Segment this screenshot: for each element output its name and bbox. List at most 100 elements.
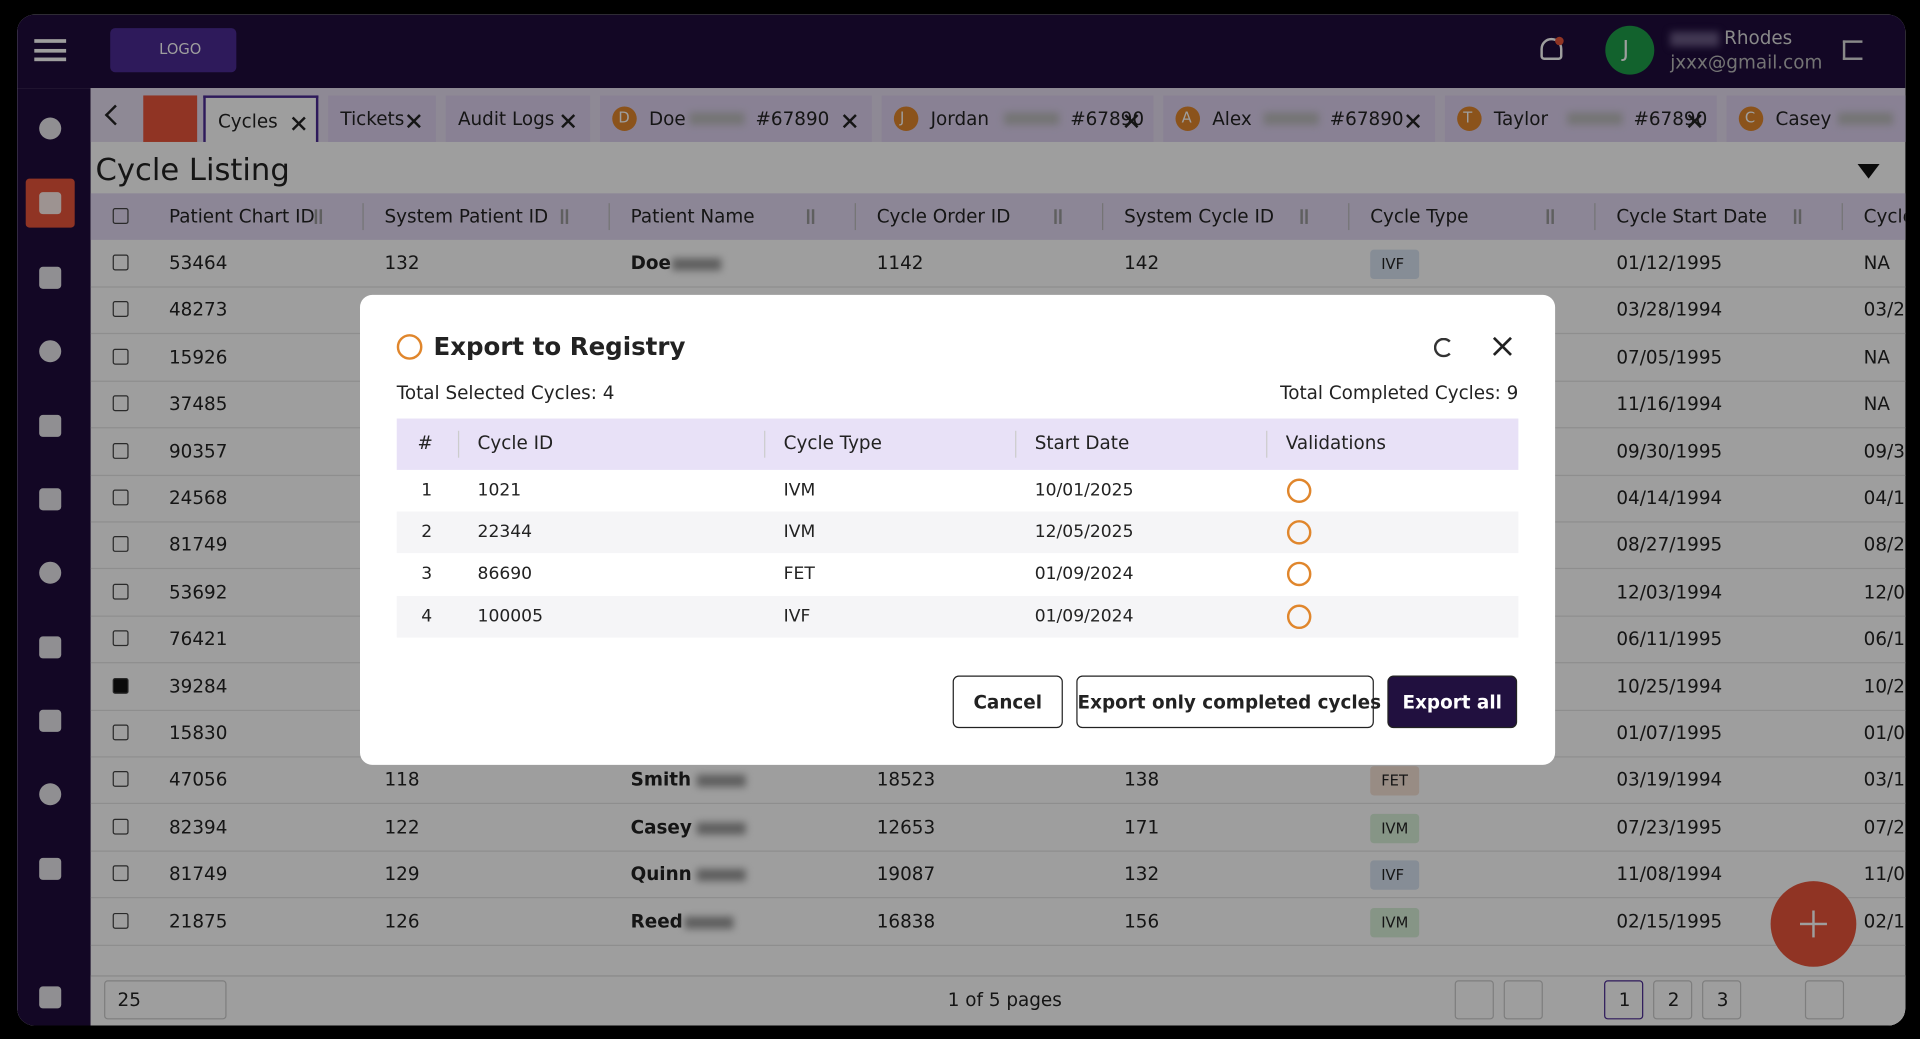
row-checkbox[interactable] — [112, 536, 129, 553]
column-header[interactable]: Cycle Start Date — [1616, 205, 1767, 228]
close-button[interactable] — [1492, 336, 1513, 357]
page-button[interactable]: 2 — [1653, 980, 1693, 1020]
tab-close-icon[interactable] — [842, 110, 857, 129]
app-frame: LOGO J Rhodes jxxx@gmail.com Cycles Tickets Au… — [17, 14, 1906, 1026]
pager-prev[interactable] — [1454, 980, 1494, 1020]
page-size-select[interactable]: 25 — [104, 980, 227, 1020]
name-blur — [696, 822, 746, 835]
sort-filter-icon[interactable] — [1546, 209, 1576, 224]
sidebar-icon[interactable] — [39, 561, 62, 584]
tab[interactable]: Cycles — [203, 95, 319, 142]
row-checkbox[interactable] — [112, 489, 129, 506]
patient-name: Casey — [630, 816, 692, 839]
page-button[interactable]: 1 — [1604, 980, 1644, 1020]
cell: 24568 — [168, 487, 228, 510]
tab-home[interactable] — [143, 95, 198, 142]
tab-close-icon[interactable] — [561, 110, 576, 129]
column-divider — [854, 203, 856, 231]
row-checkbox[interactable] — [112, 583, 129, 600]
refresh-button[interactable] — [1433, 337, 1454, 358]
row-divider — [90, 944, 1906, 946]
sort-filter-icon[interactable] — [1793, 209, 1823, 224]
sidebar-icon[interactable] — [39, 192, 62, 215]
sidebar-icon[interactable] — [39, 340, 62, 363]
modal-button[interactable]: Export only completed cycles — [1076, 675, 1381, 729]
sidebar-icon[interactable] — [39, 636, 62, 659]
cell: 06/1 — [1863, 628, 1905, 651]
validation-icon[interactable] — [1286, 520, 1312, 545]
column-divider — [608, 203, 610, 231]
pager-last[interactable] — [1804, 980, 1845, 1020]
notification-bell[interactable] — [1540, 37, 1563, 60]
menu-button[interactable] — [34, 39, 67, 62]
row-checkbox[interactable] — [112, 724, 129, 741]
logout-button[interactable] — [1842, 40, 1863, 60]
row-checkbox[interactable] — [112, 442, 129, 459]
header-checkbox[interactable] — [112, 208, 129, 224]
sort-filter-icon[interactable] — [1054, 209, 1083, 224]
tab-avatar: C — [1738, 106, 1764, 131]
sort-filter-icon[interactable] — [560, 209, 590, 224]
close-icon — [291, 116, 306, 131]
column-header[interactable]: Patient Name — [630, 205, 755, 228]
tab[interactable]: T Taylor #67890 — [1444, 95, 1717, 142]
sort-filter-icon[interactable] — [1300, 209, 1329, 224]
sidebar-icon[interactable] — [39, 709, 62, 732]
validation-icon[interactable] — [1286, 478, 1312, 503]
column-header[interactable]: Cycle Type — [1370, 205, 1469, 228]
tab-initial: D — [618, 108, 630, 127]
logo[interactable]: LOGO — [110, 28, 237, 73]
cell: 07/2 — [1863, 816, 1905, 839]
avatar[interactable]: J — [1605, 25, 1655, 75]
row-checkbox[interactable] — [112, 818, 129, 835]
column-header[interactable]: Patient Chart ID — [168, 205, 315, 228]
patient-name: Smith — [630, 769, 692, 792]
row-checkbox[interactable] — [112, 301, 129, 318]
row-checkbox[interactable] — [112, 630, 129, 647]
validation-icon[interactable] — [1286, 604, 1312, 629]
tab-blur — [1263, 112, 1319, 125]
modal-button[interactable]: Cancel — [952, 675, 1063, 729]
row-checkbox[interactable] — [112, 865, 129, 882]
tab[interactable]: D Doe #67890 — [600, 95, 872, 142]
tab[interactable]: Tickets — [328, 95, 436, 142]
modal-row — [396, 595, 1519, 638]
sidebar-icon[interactable] — [39, 986, 62, 1009]
tab-close-icon[interactable] — [1406, 110, 1421, 129]
modal-button[interactable]: Export all — [1387, 675, 1518, 729]
sidebar-icon[interactable] — [39, 266, 62, 289]
sort-filter-icon[interactable] — [806, 209, 836, 224]
column-header[interactable]: System Patient ID — [384, 205, 549, 228]
modal-cell: IVM — [783, 522, 816, 543]
column-header[interactable]: Cycle Order ID — [876, 205, 1011, 228]
row-checkbox[interactable] — [112, 348, 129, 365]
row-checkbox[interactable] — [112, 912, 129, 929]
sidebar-icon[interactable] — [39, 488, 62, 511]
tab[interactable]: C Casey — [1726, 95, 1906, 142]
row-checkbox[interactable] — [112, 677, 129, 694]
row-checkbox[interactable] — [112, 254, 129, 271]
sidebar-icon[interactable] — [39, 117, 62, 140]
tab-close-icon[interactable] — [406, 110, 422, 129]
name-blur — [684, 916, 734, 929]
tab[interactable]: Audit Logs — [445, 95, 591, 142]
page-button[interactable]: 3 — [1702, 980, 1742, 1020]
tab[interactable]: J Jordan #67890 — [881, 95, 1154, 142]
tab-close-icon[interactable] — [1687, 110, 1702, 129]
tab-close-icon[interactable] — [1124, 110, 1139, 129]
column-header[interactable]: System Cycle ID — [1124, 205, 1275, 228]
tab-close-icon[interactable] — [291, 113, 306, 131]
modal-table-header — [396, 418, 1519, 470]
sidebar-icon[interactable] — [39, 783, 62, 806]
cycle-type: IVM — [1381, 913, 1409, 931]
sidebar-icon[interactable] — [39, 414, 62, 437]
validation-icon[interactable] — [1286, 562, 1312, 587]
filter-button[interactable] — [1857, 163, 1880, 179]
sort-filter-icon[interactable] — [314, 209, 344, 224]
row-checkbox[interactable] — [112, 771, 129, 788]
pager-first[interactable] — [1503, 980, 1543, 1020]
row-checkbox[interactable] — [112, 395, 129, 412]
column-header[interactable]: Cycle — [1863, 205, 1906, 228]
sidebar-icon[interactable] — [39, 857, 62, 880]
tab[interactable]: A Alex #67890 — [1163, 95, 1436, 142]
